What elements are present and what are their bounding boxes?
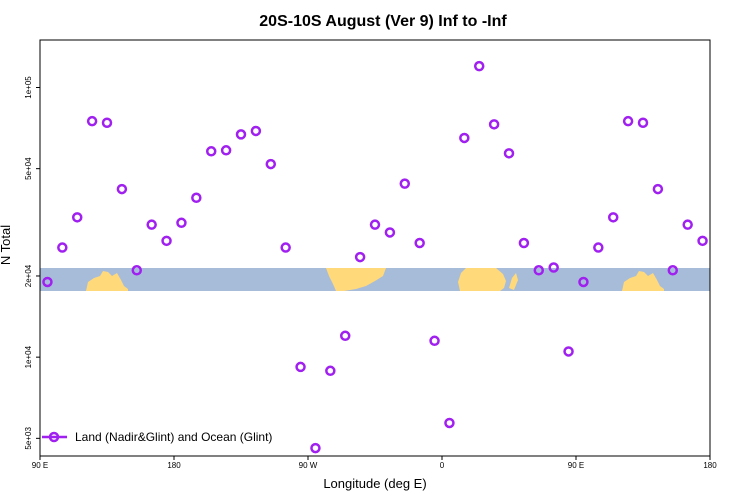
x-axis: 90 E 180 90 W 0 90 E 180 <box>32 456 717 470</box>
x-axis-label: Longitude (deg E) <box>323 476 426 491</box>
data-point <box>563 346 574 357</box>
data-point <box>384 227 396 238</box>
data-points <box>42 60 708 454</box>
data-point <box>354 251 366 263</box>
legend: Land (Nadir&Glint) and Ocean (Glint) <box>42 430 272 444</box>
data-point <box>131 265 143 276</box>
data-point <box>697 235 708 247</box>
data-point <box>593 242 604 253</box>
data-point <box>57 242 68 253</box>
legend-marker <box>48 431 60 443</box>
x-tick-label: 90 E <box>32 461 48 470</box>
data-point <box>339 330 351 342</box>
data-point <box>503 148 515 159</box>
data-point <box>459 132 470 144</box>
data-point <box>235 129 247 140</box>
land-australia-1 <box>86 271 128 291</box>
x-tick-label: 90 E <box>568 461 584 470</box>
data-point <box>191 192 202 204</box>
data-point <box>295 361 306 373</box>
y-axis-label: N Total <box>0 225 13 265</box>
data-point <box>42 276 53 288</box>
data-point <box>101 117 113 129</box>
data-point <box>682 219 693 230</box>
plot-frame <box>39 39 711 457</box>
data-point <box>473 60 485 72</box>
data-point <box>667 265 679 276</box>
x-tick-label: 90 W <box>299 461 318 470</box>
x-tick-label: 180 <box>167 461 181 470</box>
data-point <box>429 335 440 347</box>
y-tick-label: 1e+04 <box>24 345 33 368</box>
data-point <box>533 265 545 276</box>
data-point <box>637 117 649 129</box>
data-point <box>578 276 589 288</box>
x-tick-label: 0 <box>440 461 445 470</box>
data-point <box>71 212 83 223</box>
data-point <box>280 242 291 253</box>
data-point <box>325 365 336 377</box>
data-point <box>548 262 559 273</box>
data-point <box>161 235 172 247</box>
data-point <box>444 417 455 429</box>
data-point <box>607 212 619 223</box>
x-tick-label: 180 <box>703 461 717 470</box>
data-point <box>220 145 232 156</box>
y-tick-label: 5e+03 <box>24 427 33 450</box>
data-point <box>146 219 157 230</box>
data-point <box>518 237 530 249</box>
land-australia-2 <box>622 271 664 291</box>
data-point <box>652 183 664 195</box>
data-point <box>265 158 277 170</box>
land-africa <box>458 268 506 291</box>
data-point <box>250 125 262 137</box>
data-point <box>369 219 381 230</box>
data-point <box>399 178 411 189</box>
y-axis: 5e+03 1e+04 2e+04 5e+04 1e+05 <box>24 76 40 450</box>
y-tick-label: 5e+04 <box>24 157 33 180</box>
data-point <box>176 217 187 229</box>
data-point <box>310 442 321 454</box>
y-tick-label: 2e+04 <box>24 264 33 287</box>
data-point <box>622 115 634 127</box>
data-point <box>205 146 217 157</box>
legend-label: Land (Nadir&Glint) and Ocean (Glint) <box>75 430 272 444</box>
y-tick-label: 1e+05 <box>24 76 33 99</box>
data-point <box>414 237 425 249</box>
data-point <box>86 115 98 127</box>
data-point <box>116 183 128 195</box>
land-south-america <box>326 268 386 291</box>
land-madagascar <box>509 273 518 290</box>
chart-title: 20S-10S August (Ver 9) Inf to -Inf <box>259 13 507 30</box>
data-point <box>488 119 500 130</box>
